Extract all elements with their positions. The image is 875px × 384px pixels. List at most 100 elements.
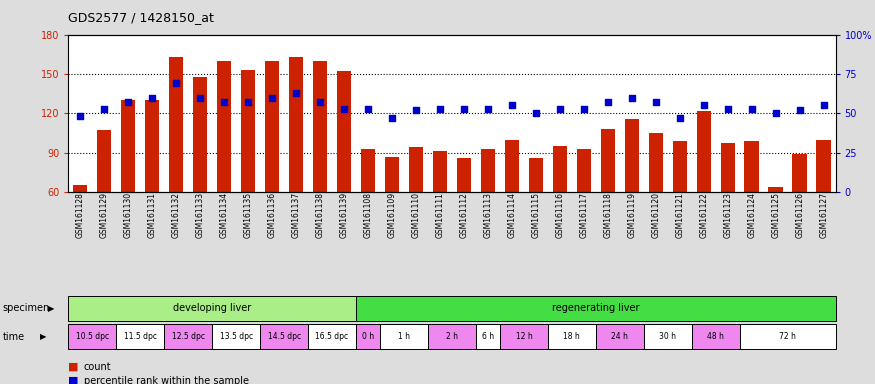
Bar	[68, 296, 356, 321]
Point	[74, 113, 88, 119]
Text: 13.5 dpc: 13.5 dpc	[220, 333, 253, 341]
Text: GSM161134: GSM161134	[220, 192, 228, 238]
Text: ■: ■	[68, 362, 79, 372]
Bar	[121, 100, 136, 192]
Bar	[745, 141, 759, 192]
Text: ▶: ▶	[48, 304, 54, 313]
Bar	[428, 324, 476, 349]
Point	[361, 106, 375, 112]
Point	[289, 90, 303, 96]
Text: GSM161138: GSM161138	[316, 192, 325, 238]
Text: GSM161124: GSM161124	[747, 192, 756, 238]
Text: GSM161109: GSM161109	[388, 192, 396, 238]
Bar	[433, 151, 447, 192]
Bar	[625, 119, 639, 192]
Bar	[816, 139, 831, 192]
Point	[553, 106, 567, 112]
Bar	[739, 324, 836, 349]
Point	[457, 106, 471, 112]
Text: 48 h: 48 h	[707, 333, 724, 341]
Bar	[212, 324, 260, 349]
Bar	[553, 146, 567, 192]
Point	[793, 107, 807, 113]
Bar	[356, 296, 836, 321]
Text: 72 h: 72 h	[780, 333, 796, 341]
Bar	[73, 185, 88, 192]
Bar	[409, 147, 423, 192]
Text: GSM161136: GSM161136	[268, 192, 276, 238]
Text: GSM161111: GSM161111	[436, 192, 444, 238]
Text: time: time	[3, 332, 24, 342]
Point	[816, 103, 830, 109]
Bar	[528, 158, 543, 192]
Bar	[97, 130, 111, 192]
Text: 24 h: 24 h	[612, 333, 628, 341]
Text: 10.5 dpc: 10.5 dpc	[75, 333, 108, 341]
Bar	[380, 324, 428, 349]
Bar	[692, 324, 739, 349]
Text: 6 h: 6 h	[482, 333, 494, 341]
Text: ▶: ▶	[40, 333, 46, 341]
Bar	[457, 158, 471, 192]
Bar	[164, 324, 212, 349]
Bar	[696, 111, 710, 192]
Text: GSM161120: GSM161120	[651, 192, 661, 238]
Text: percentile rank within the sample: percentile rank within the sample	[84, 376, 249, 384]
Point	[385, 115, 399, 121]
Text: 30 h: 30 h	[659, 333, 676, 341]
Point	[193, 94, 207, 101]
Bar	[476, 324, 500, 349]
Point	[145, 94, 159, 101]
Bar	[648, 133, 663, 192]
Text: GSM161131: GSM161131	[148, 192, 157, 238]
Text: 14.5 dpc: 14.5 dpc	[268, 333, 301, 341]
Text: GSM161139: GSM161139	[340, 192, 348, 238]
Point	[481, 106, 495, 112]
Text: GSM161123: GSM161123	[724, 192, 732, 238]
Point	[265, 94, 279, 101]
Bar	[596, 324, 644, 349]
Text: GSM161108: GSM161108	[363, 192, 373, 238]
Bar	[360, 149, 375, 192]
Point	[433, 106, 447, 112]
Text: 1 h: 1 h	[398, 333, 410, 341]
Point	[313, 99, 327, 105]
Point	[673, 115, 687, 121]
Text: GDS2577 / 1428150_at: GDS2577 / 1428150_at	[68, 12, 214, 25]
Text: 11.5 dpc: 11.5 dpc	[123, 333, 157, 341]
Text: GSM161132: GSM161132	[172, 192, 180, 238]
Point	[648, 99, 662, 105]
Text: 12.5 dpc: 12.5 dpc	[172, 333, 205, 341]
Point	[217, 99, 231, 105]
Text: GSM161135: GSM161135	[243, 192, 253, 238]
Bar	[145, 100, 159, 192]
Bar	[600, 129, 615, 192]
Point	[97, 106, 111, 112]
Bar	[356, 324, 380, 349]
Text: GSM161133: GSM161133	[196, 192, 205, 238]
Text: GSM161118: GSM161118	[603, 192, 612, 238]
Point	[625, 94, 639, 101]
Text: GSM161119: GSM161119	[627, 192, 636, 238]
Bar	[505, 139, 519, 192]
Bar	[644, 324, 692, 349]
Point	[505, 103, 519, 109]
Bar	[768, 187, 783, 192]
Text: specimen: specimen	[3, 303, 50, 313]
Text: 16.5 dpc: 16.5 dpc	[316, 333, 348, 341]
Point	[768, 110, 782, 116]
Text: GSM161117: GSM161117	[579, 192, 588, 238]
Point	[577, 106, 591, 112]
Bar	[116, 324, 164, 349]
Bar	[68, 324, 116, 349]
Text: GSM161115: GSM161115	[531, 192, 541, 238]
Bar	[548, 324, 596, 349]
Text: regenerating liver: regenerating liver	[552, 303, 640, 313]
Text: developing liver: developing liver	[173, 303, 251, 313]
Text: 18 h: 18 h	[564, 333, 580, 341]
Text: 2 h: 2 h	[446, 333, 458, 341]
Text: GSM161129: GSM161129	[100, 192, 108, 238]
Bar	[289, 57, 304, 192]
Text: 12 h: 12 h	[515, 333, 532, 341]
Text: GSM161114: GSM161114	[507, 192, 516, 238]
